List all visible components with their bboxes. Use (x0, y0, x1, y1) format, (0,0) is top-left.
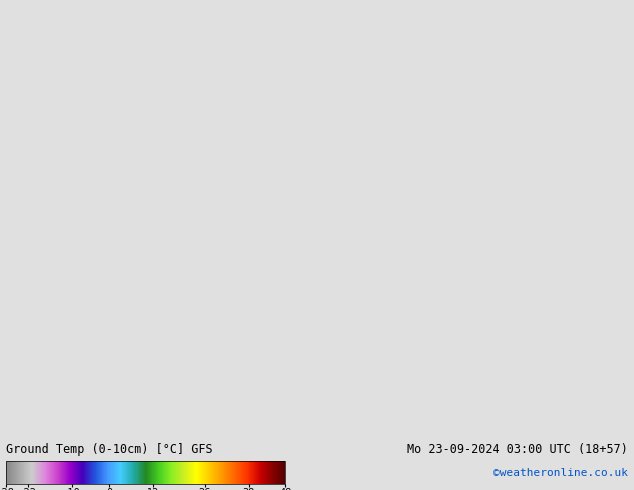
Text: Ground Temp (0-10cm) [°C] GFS: Ground Temp (0-10cm) [°C] GFS (6, 443, 213, 457)
Text: Mo 23-09-2024 03:00 UTC (18+57): Mo 23-09-2024 03:00 UTC (18+57) (407, 443, 628, 457)
Text: ©weatheronline.co.uk: ©weatheronline.co.uk (493, 468, 628, 478)
